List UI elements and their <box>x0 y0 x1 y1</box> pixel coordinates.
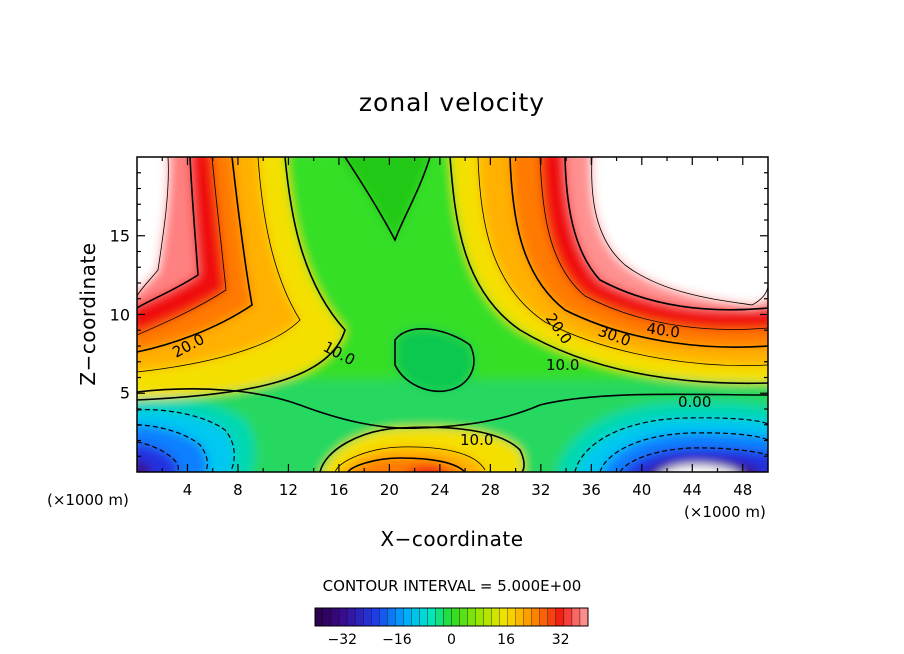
colorbar-cell <box>475 607 484 627</box>
colorbar-cell <box>539 607 549 627</box>
y-tick-label: 5 <box>119 383 130 403</box>
colorbar-cell <box>403 607 412 627</box>
y-tick-label: 10 <box>109 305 130 324</box>
colorbar-cell <box>507 607 516 627</box>
colorbar-cell <box>523 607 532 627</box>
x-tick-label: 8 <box>233 481 243 499</box>
colorbar-cell <box>515 607 524 627</box>
x-tick-label: 36 <box>581 481 601 499</box>
x-tick-label: 12 <box>278 481 298 499</box>
colorbar-cell <box>395 607 404 627</box>
x-tick-label: 16 <box>329 481 349 499</box>
colorbar-cell <box>371 607 380 627</box>
colorbar-cell <box>354 607 364 627</box>
colorbar-cell <box>338 607 348 627</box>
colorbar-cell <box>387 607 396 627</box>
colorbar-cell <box>330 607 340 627</box>
y-tick-marks <box>137 172 768 457</box>
colorbar-tick-label: 32 <box>551 632 570 648</box>
x-tick-marks <box>161 157 744 472</box>
x-axis-label: X−coordinate <box>380 527 524 551</box>
colorbar-cell <box>411 607 420 627</box>
colorbar-tick-label: 16 <box>497 632 516 648</box>
colorbar-cell <box>499 607 508 627</box>
colorbar-cell <box>579 607 589 627</box>
colorbar-cell <box>467 607 476 627</box>
colorbar-cell <box>443 607 452 627</box>
x-tick-label: 44 <box>682 481 702 499</box>
y-tick-label: 15 <box>109 226 130 246</box>
colorbar-cell <box>346 607 356 627</box>
contour-label: 40.0 <box>645 319 681 341</box>
x-tick-label: 28 <box>480 481 500 499</box>
colorbar-cell <box>571 607 581 627</box>
x-multiplier-right: (×1000 m) <box>684 503 766 521</box>
colorbar-tick-label: 0 <box>447 632 456 648</box>
colorbar-cell <box>483 607 492 627</box>
x-tick-label: 32 <box>531 481 551 499</box>
colorbar-cell <box>435 607 444 627</box>
contour-label: 10.0 <box>460 431 493 449</box>
contour-label: 0.00 <box>678 393 711 411</box>
colorbar-cell <box>314 607 324 627</box>
colorbar-cell <box>563 607 573 627</box>
colorbar-cell <box>547 607 557 627</box>
x-tick-label: 20 <box>379 481 399 499</box>
x-tick-label: 48 <box>733 481 753 499</box>
colorbar-tick-label: −32 <box>327 632 358 648</box>
colorbar-cell <box>531 607 540 627</box>
x-tick-label: 4 <box>182 481 193 499</box>
colorbar-tick-label: −16 <box>382 632 412 648</box>
contour-lines <box>137 157 768 472</box>
x-multiplier-left: (×1000 m) <box>47 491 129 509</box>
contour-interval-text: CONTOUR INTERVAL = 5.000E+00 <box>322 577 582 595</box>
colorbar-cell <box>363 607 372 627</box>
colorbar-cell <box>555 607 565 627</box>
colorbar-frame <box>314 607 589 627</box>
colorbar-cell <box>419 607 428 627</box>
contour-label: 10.0 <box>546 356 579 374</box>
y-axis-label: Z−coordinate <box>76 242 100 386</box>
colorbar-cell <box>427 607 436 627</box>
colorbar-cell <box>451 607 460 627</box>
x-tick-label: 24 <box>430 481 450 499</box>
colorbar-cell <box>459 607 468 627</box>
x-tick-label: 40 <box>632 481 652 499</box>
colorbar-cell <box>491 607 500 627</box>
chart-title: zonal velocity <box>358 88 546 117</box>
colorbar <box>314 607 589 627</box>
colorbar-cell <box>379 607 388 627</box>
filled-field <box>137 157 768 472</box>
colorbar-cell <box>322 607 332 627</box>
